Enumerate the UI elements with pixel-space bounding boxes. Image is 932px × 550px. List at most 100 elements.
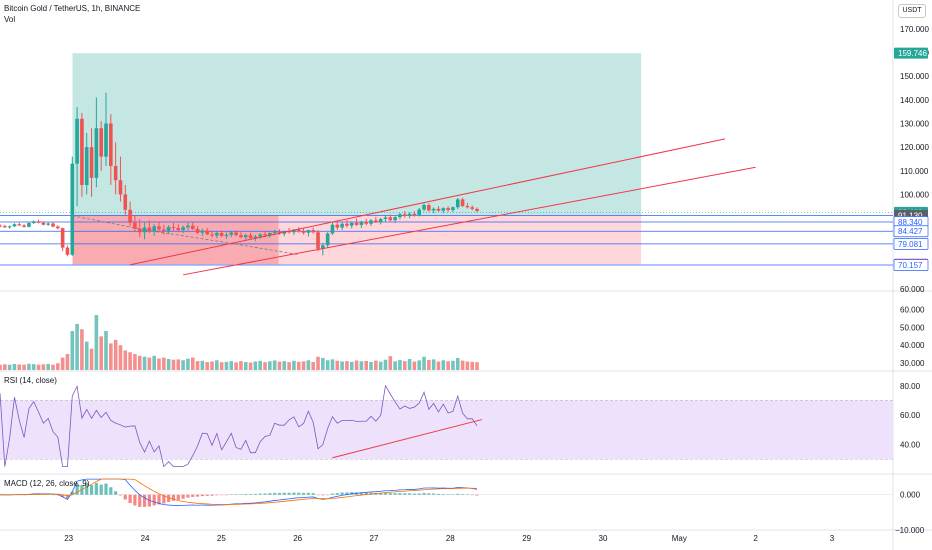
macd-histogram-bar [292, 492, 296, 495]
candle-body [195, 228, 200, 233]
volume-bar [374, 360, 378, 370]
candle-body [258, 234, 262, 237]
candle-body [104, 123, 108, 157]
volume-bar [75, 323, 79, 370]
volume-label: Vol [4, 15, 16, 24]
volume-bar [128, 352, 132, 370]
volume-bar [248, 362, 253, 370]
macd-histogram-bar [205, 494, 209, 496]
candle-body [41, 222, 46, 225]
macd-histogram-bar [412, 493, 416, 495]
price-tick-label: 100.000 [900, 190, 929, 199]
macd-histogram-bar [109, 487, 113, 495]
volume-bar [65, 354, 70, 370]
candle-body [133, 222, 137, 229]
volume-bar [190, 357, 195, 370]
macd-histogram-bar [220, 494, 224, 496]
volume-bar [60, 357, 65, 370]
macd-histogram-bar [61, 494, 65, 497]
candle-body [243, 235, 248, 238]
volume-bar [296, 361, 301, 370]
volume-bar [224, 361, 229, 370]
volume-bar [7, 364, 12, 370]
price-label-text: 84.427 [898, 227, 923, 236]
candle-body [427, 205, 431, 211]
volume-bar [27, 363, 31, 370]
macd-histogram-bar [456, 493, 460, 495]
price-label-box [893, 238, 929, 250]
price-label-text: 70.157 [898, 261, 923, 270]
macd-histogram-bar [210, 494, 214, 496]
volume-bar [359, 361, 364, 370]
volume-bar [393, 361, 397, 370]
macd-histogram-bar [171, 494, 176, 501]
volume-bar [292, 360, 296, 370]
volume-bar [470, 361, 475, 370]
macd-histogram-bar [215, 494, 219, 496]
volume-bar [455, 357, 460, 370]
macd-histogram-bar [104, 483, 108, 495]
volume-bar [277, 361, 282, 370]
macd-histogram-bar [200, 494, 204, 497]
macd-histogram-bar [398, 493, 402, 495]
macd-histogram-bar [407, 493, 412, 495]
volume-bar [142, 356, 147, 370]
volume-bar [84, 341, 89, 370]
candle-body [12, 224, 17, 227]
currency-button[interactable]: USDT [898, 4, 926, 18]
candle-body [60, 228, 65, 248]
volume-bar [330, 359, 335, 370]
candle-body [31, 221, 36, 224]
candle-body [402, 214, 407, 216]
candle-body [109, 123, 113, 167]
candle-body [330, 224, 335, 234]
volume-bar [113, 339, 118, 370]
price-tick-label: 130.000 [900, 119, 929, 128]
candle-body [306, 230, 311, 233]
volume-bar [229, 361, 234, 370]
volume-bar [311, 362, 316, 370]
time-tick-label: 27 [370, 534, 379, 543]
volume-bar [258, 360, 262, 370]
candle-body [70, 163, 75, 255]
candle-body [393, 217, 397, 221]
candle-body [431, 208, 436, 211]
volume-bar [210, 361, 214, 370]
macd-histogram-bar [94, 482, 98, 495]
macd-histogram-bar [282, 492, 286, 495]
volume-bar [94, 315, 99, 370]
candle-body [224, 234, 229, 237]
target-zone [72, 53, 642, 216]
candle-body [219, 232, 224, 237]
volume-bar [17, 364, 22, 370]
volume-bar [369, 362, 373, 370]
volume-bar [451, 360, 455, 370]
candle-body [296, 229, 301, 232]
candle-body [248, 235, 253, 239]
candle-body [354, 222, 359, 225]
volume-bar [388, 356, 393, 370]
time-tick-label: 29 [522, 534, 531, 543]
macd-histogram-bar [239, 494, 243, 495]
price-tick-label: 120.000 [900, 143, 929, 152]
macd-histogram-bar [451, 494, 455, 495]
candle-body [263, 234, 267, 236]
macd-histogram-bar [273, 492, 277, 495]
candle-body [364, 222, 369, 224]
candle-body [113, 166, 118, 181]
candle-body [301, 231, 306, 233]
volume-tick-label: 60.000 [900, 306, 925, 315]
candle-body [84, 147, 89, 185]
macd-histogram-bar [330, 493, 335, 495]
candle-body [94, 128, 99, 178]
volume-bar [31, 364, 36, 370]
candle-body [369, 220, 373, 224]
rsi-label: RSI (14, close) [4, 376, 57, 385]
macd-histogram-bar [460, 494, 465, 495]
volume-bar [36, 364, 41, 370]
macd-tick-label: −10.000 [895, 526, 925, 535]
macd-histogram-bar [403, 493, 407, 495]
macd-histogram-bar [364, 492, 368, 495]
